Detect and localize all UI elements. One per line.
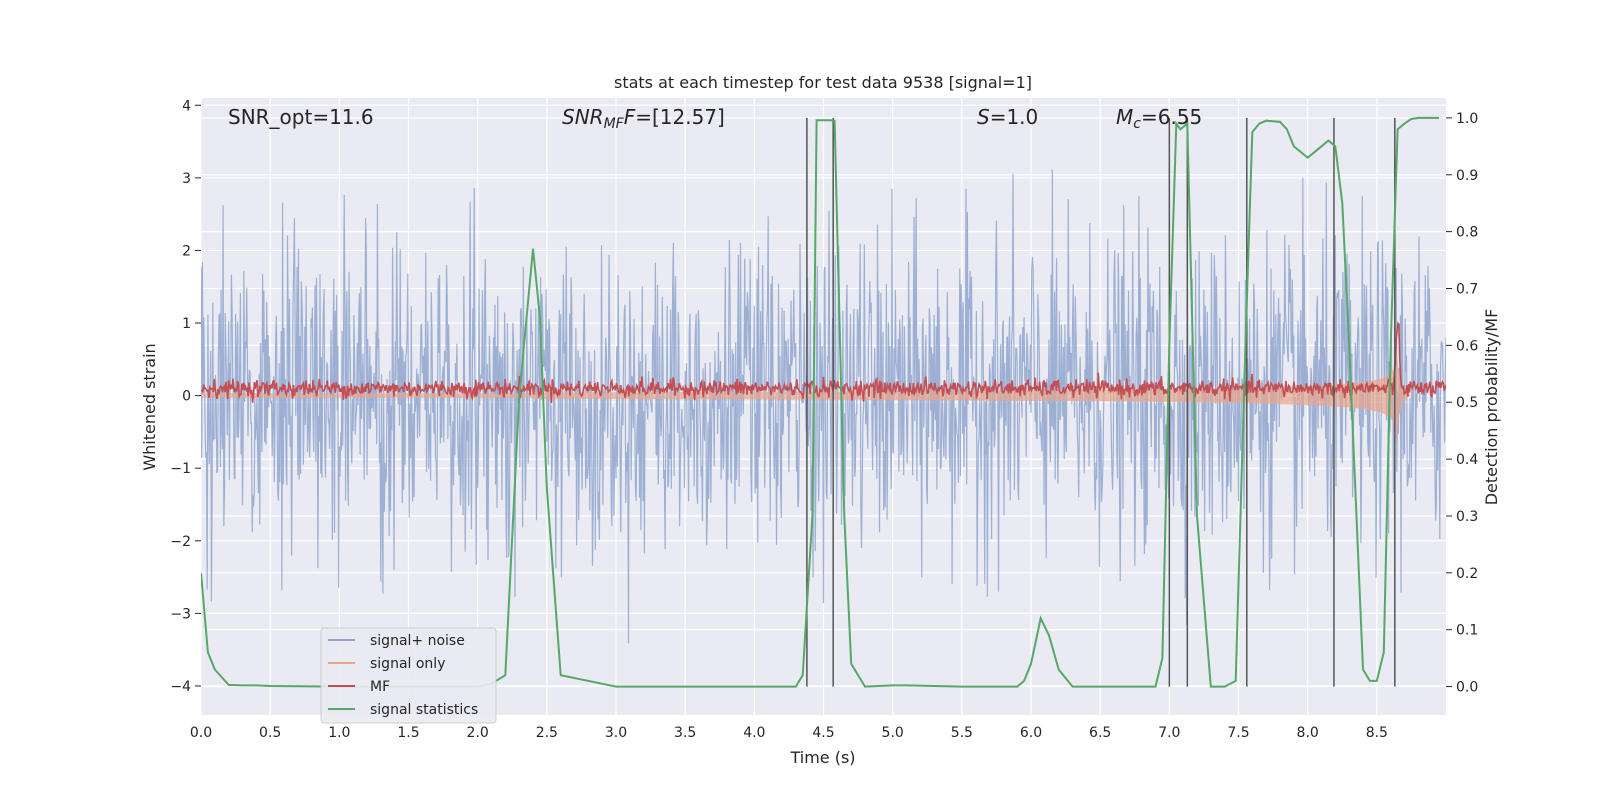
y2-tick-label: 1.0 <box>1456 111 1478 127</box>
legend-box <box>320 627 497 724</box>
x-tick-label: 7.0 <box>1158 725 1180 741</box>
y-tick-label: −3 <box>170 606 191 622</box>
annotation-mc-main: M <box>1116 105 1133 129</box>
x-tick-label: 7.5 <box>1227 725 1249 741</box>
y-tick-label: 4 <box>182 98 191 114</box>
x-tick-label: 6.5 <box>1089 725 1111 741</box>
x-tick-label: 2.5 <box>536 725 558 741</box>
y-tick-label: 3 <box>182 171 191 187</box>
series-layer <box>201 116 1446 688</box>
x-tick-label: 4.5 <box>812 725 834 741</box>
legend-label-signal-statistics: signal statistics <box>370 702 478 718</box>
legend: signal+ noise signal only MF signal stat… <box>320 627 497 724</box>
y-tick-label: 2 <box>182 243 191 259</box>
annotation-s-main: S <box>977 105 990 129</box>
x-tick-label: 6.0 <box>1020 725 1042 741</box>
annotation-mc-sub: c <box>1133 116 1141 132</box>
y2-tick-label: 0.3 <box>1456 509 1478 525</box>
y-tick-label: −2 <box>170 534 191 550</box>
y-tick-label: 1 <box>182 316 191 332</box>
annotation-snr-opt: SNR_opt=11.6 <box>228 105 374 129</box>
series-signal-statistics <box>201 116 1440 688</box>
y-axis-label: Whitened strain <box>140 343 159 470</box>
annotation-s-rest: =1.0 <box>990 105 1039 129</box>
series-signal-noise <box>201 169 1446 644</box>
annotation-snr-mf-sub: MF <box>604 116 625 132</box>
y2-tick-label: 0.5 <box>1456 395 1478 411</box>
y2-axis-label: Detection probability/MF <box>1482 309 1501 506</box>
y2-tick-label: 0.2 <box>1456 566 1478 582</box>
annotation-snr-mf-rest: =[12.57] <box>635 105 725 129</box>
legend-label-mf: MF <box>370 679 390 695</box>
y-axis-ticks: 4 3 2 1 0 −1 −2 −3 −4 <box>170 98 201 695</box>
x-tick-label: 5.0 <box>882 725 904 741</box>
x-axis-ticks: 0.0 0.5 1.0 1.5 2.0 2.5 3.0 3.5 4.0 4.5 5.0 5.5 6.0 6… <box>190 725 1388 741</box>
y2-tick-label: 0.1 <box>1456 623 1478 639</box>
x-tick-label: 8.5 <box>1366 725 1388 741</box>
annotation-mc-rest: =6.55 <box>1141 105 1202 129</box>
x-tick-label: 5.5 <box>951 725 973 741</box>
x-tick-label: 3.5 <box>674 725 696 741</box>
annotation-snr-mf: SNRMFF=[12.57] <box>562 105 725 132</box>
x-tick-label: 0.5 <box>259 725 281 741</box>
annotation-mc: Mc=6.55 <box>1116 105 1202 132</box>
x-tick-label: 0.0 <box>190 725 212 741</box>
y-tick-label: −4 <box>170 679 191 695</box>
annotation-snr-mf-main: SNR <box>562 105 604 129</box>
series-mf <box>201 321 1446 404</box>
x-tick-label: 1.0 <box>328 725 350 741</box>
y2-tick-label: 0.0 <box>1456 680 1478 696</box>
x-tick-label: 8.0 <box>1297 725 1319 741</box>
chart-title: stats at each timestep for test data 953… <box>614 73 1032 92</box>
y2-tick-label: 0.8 <box>1456 225 1478 241</box>
series-signal-only <box>201 347 1446 445</box>
y2-axis-ticks: 1.0 0.9 0.8 0.7 0.6 0.5 0.4 0.3 0.2 0.1 0.0 <box>1446 111 1478 696</box>
y2-tick-label: 0.6 <box>1456 338 1478 354</box>
y2-tick-label: 0.9 <box>1456 168 1478 184</box>
legend-label-signal-noise: signal+ noise <box>370 633 465 649</box>
x-tick-label: 4.0 <box>743 725 765 741</box>
annotation-s: S=1.0 <box>977 105 1038 129</box>
x-tick-label: 2.0 <box>467 725 489 741</box>
y2-tick-label: 0.7 <box>1456 282 1478 298</box>
x-tick-label: 3.0 <box>605 725 627 741</box>
x-axis-label: Time (s) <box>789 748 855 767</box>
y2-tick-label: 0.4 <box>1456 452 1478 468</box>
y-tick-label: 0 <box>182 389 191 405</box>
y-tick-label: −1 <box>170 461 191 477</box>
x-tick-label: 1.5 <box>397 725 419 741</box>
legend-label-signal-only: signal only <box>370 656 445 672</box>
